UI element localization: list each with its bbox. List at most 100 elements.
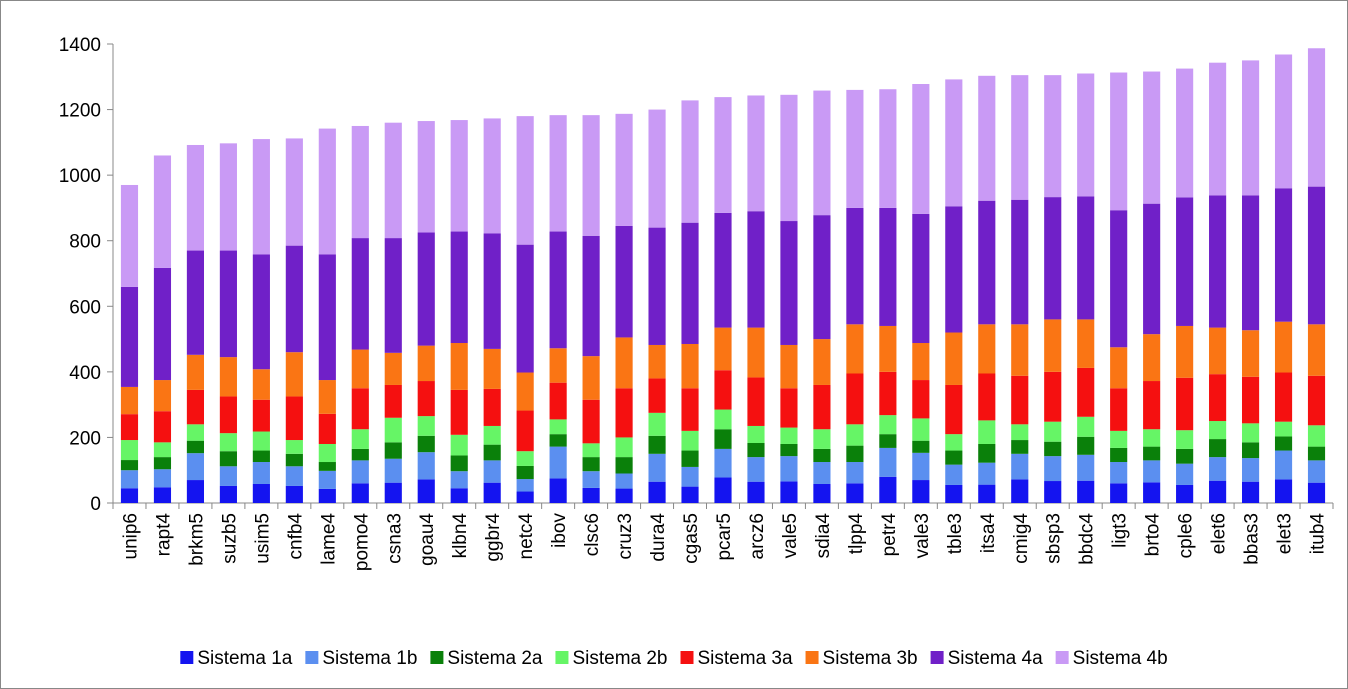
bar-segment (1274, 436, 1293, 451)
bar-segment (1110, 347, 1128, 389)
bar-segment (252, 462, 270, 484)
bar-segment (648, 227, 666, 345)
bar-segment (1307, 446, 1326, 461)
bar-segment (846, 373, 864, 425)
bar-segment (747, 377, 765, 426)
bar-segment (714, 409, 732, 430)
bar-segment (945, 434, 963, 451)
bar-segment (1241, 481, 1260, 503)
bar-segment (1011, 453, 1029, 480)
bar-segment (153, 469, 172, 488)
bar-segment (219, 143, 237, 251)
bar-segment (747, 443, 765, 458)
bar-segment (1011, 375, 1029, 425)
bar-segment (615, 388, 633, 438)
bar-segment (1143, 71, 1161, 204)
bar-segment (417, 232, 435, 346)
bar-segment (483, 388, 501, 426)
x-tick-label: pomo4 (351, 513, 372, 572)
bar-segment (219, 451, 237, 467)
bar-segment (714, 477, 732, 503)
bar-segment (1241, 423, 1260, 443)
bar-segment (780, 443, 798, 457)
bar-segment (978, 462, 996, 485)
bar-segment (681, 430, 699, 451)
x-tick-label: suzb5 (219, 513, 240, 564)
x-tick-label: sbsp3 (1044, 513, 1065, 564)
bar-segment (318, 380, 336, 414)
bar-segment (1241, 442, 1260, 459)
x-tick-label: petr4 (879, 513, 900, 557)
bar-segment (582, 443, 600, 458)
bar-segment (120, 386, 139, 415)
y-tick-label: 0 (90, 494, 101, 515)
bar-segment (681, 222, 699, 344)
bar-segment (846, 483, 864, 503)
bar-segment (1176, 377, 1194, 431)
bar-segment (813, 215, 831, 340)
x-tick-label: rapt4 (153, 513, 174, 557)
bar-segment (1110, 462, 1128, 484)
bar-segment (219, 357, 237, 397)
bar-segment (582, 457, 600, 472)
bar-segment (714, 370, 732, 410)
x-tick-label: usim5 (252, 513, 273, 564)
bar-segment (450, 120, 468, 232)
bar-segment (879, 447, 897, 477)
legend-label: Sistema 1b (322, 648, 417, 669)
bar-segment (351, 238, 369, 350)
bar-segment (1110, 430, 1128, 448)
bar-segment (945, 464, 963, 485)
bar-segment (318, 470, 336, 489)
bar-segment (1143, 482, 1161, 503)
bar-segment (384, 442, 402, 459)
bar-segment (813, 339, 831, 385)
bar-segment (1077, 73, 1095, 197)
bar-segment (384, 458, 402, 483)
bar-segment (1044, 481, 1062, 503)
bar-segment (351, 483, 369, 503)
bar-segment (120, 286, 139, 387)
bar-segment (549, 348, 567, 383)
bar-segment (879, 207, 897, 326)
bar-segment (813, 384, 831, 430)
x-tick-label: csna3 (384, 513, 405, 564)
bar-segment (120, 440, 139, 461)
bar-segment (681, 100, 699, 223)
bar-segment (1077, 319, 1095, 368)
bar-segment (1044, 421, 1062, 442)
bar-segment (1011, 324, 1029, 376)
y-tick-label: 200 (69, 428, 101, 449)
bar-segment (912, 440, 930, 453)
x-tick-label: cple6 (1176, 513, 1197, 558)
bar-segment (1044, 197, 1062, 320)
bar-segment (1274, 54, 1293, 189)
bar-segment (648, 109, 666, 228)
bar-segment (219, 396, 237, 434)
bar-segment (978, 200, 996, 325)
bar-segment (450, 231, 468, 344)
bar-segment (450, 488, 468, 503)
bar-segment (1209, 327, 1227, 375)
bar-segment (516, 479, 534, 492)
bar-segment (1110, 72, 1128, 211)
bar-segment (780, 94, 798, 222)
x-tick-label: vale5 (780, 513, 801, 558)
bar-segment (549, 478, 567, 503)
legend-swatch (680, 651, 694, 664)
bar-segment (648, 435, 666, 454)
bar-segment (1143, 381, 1161, 430)
bar-segment (1044, 441, 1062, 457)
bar-segment (648, 378, 666, 413)
bar-segment (1011, 199, 1029, 325)
bar-segment (1143, 429, 1161, 447)
legend-label: Sistema 4b (1073, 648, 1168, 669)
bar-segment (780, 388, 798, 428)
legend-label: Sistema 3b (823, 648, 918, 669)
x-tick-label: itsa4 (978, 513, 999, 554)
bar-segment (714, 448, 732, 478)
bar-segment (978, 75, 996, 201)
bar-segment (978, 373, 996, 421)
x-tick-label: unip6 (120, 513, 141, 560)
